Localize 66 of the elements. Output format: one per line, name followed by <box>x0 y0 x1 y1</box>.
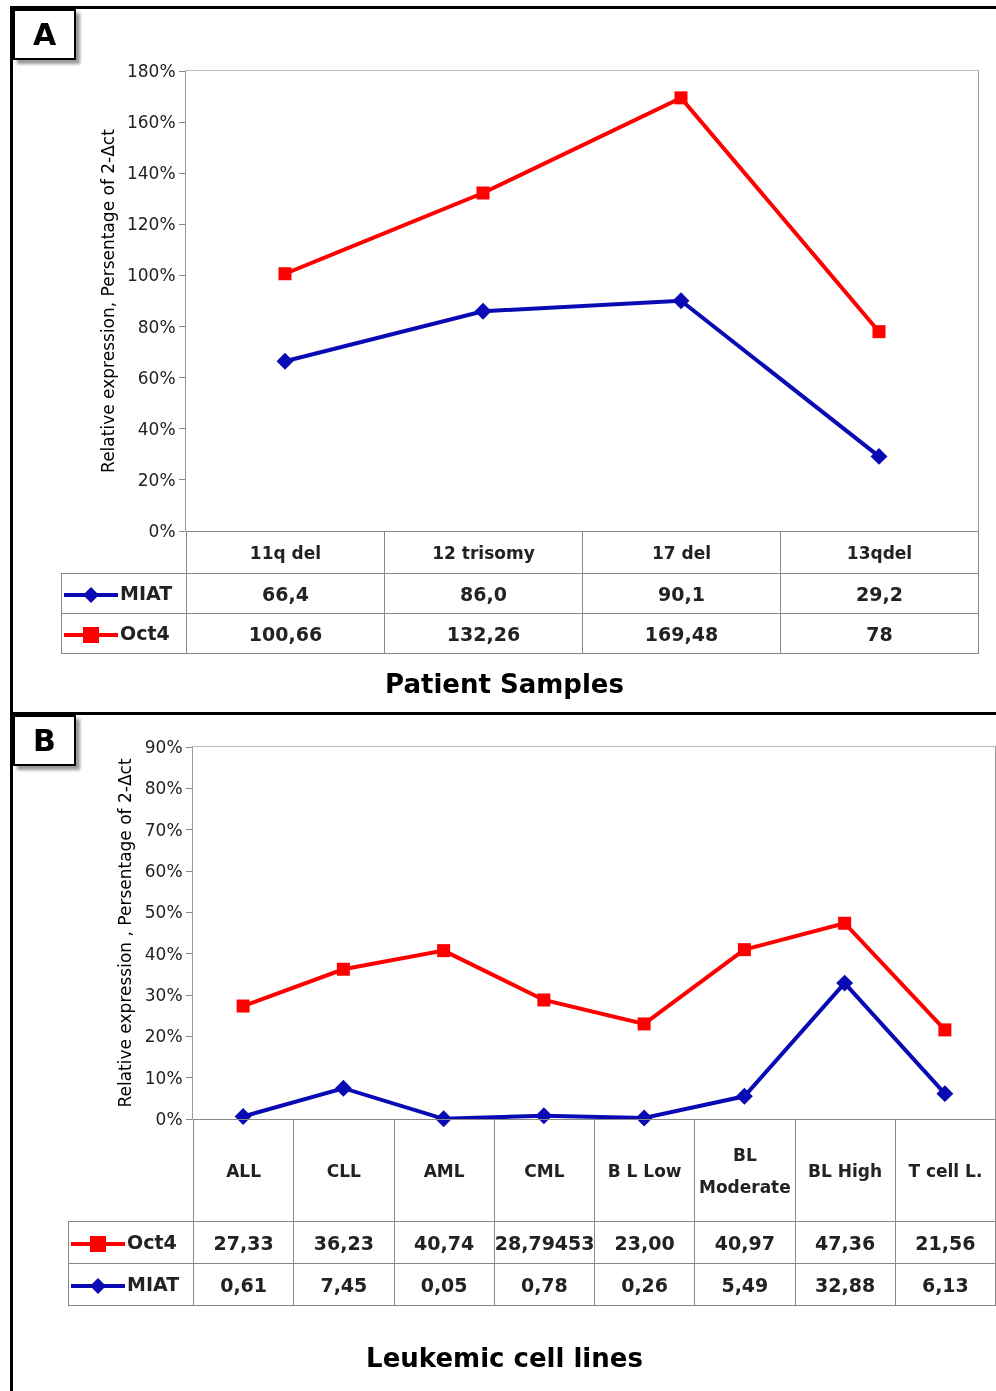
y-tick-label: 80% <box>137 316 176 337</box>
data-label: 28,79453 <box>494 1221 595 1264</box>
x-tick-label: CML <box>494 1119 595 1222</box>
data-label: 21,56 <box>895 1221 996 1264</box>
chart-title: B <box>13 715 76 766</box>
y-tick-label: 80% <box>144 778 183 799</box>
y-tick-label: 50% <box>144 902 183 923</box>
legend-label: MIAT <box>127 1273 180 1296</box>
y-tick-label: 0% <box>148 520 176 541</box>
x-tick-label: 13qdel <box>780 531 979 574</box>
data-label: 86,0 <box>384 573 583 614</box>
data-label: 0,61 <box>193 1263 294 1306</box>
y-tick-label: 20% <box>144 1026 183 1047</box>
x-axis-title: Leukemic cell lines <box>365 1343 644 1373</box>
data-label: 7,45 <box>293 1263 394 1306</box>
y-tick-label: 20% <box>137 469 176 490</box>
y-tick-label: 40% <box>144 943 183 964</box>
x-tick-label: 11q del <box>186 531 385 574</box>
y-tick-label: 30% <box>144 984 183 1005</box>
y-axis-title: Relative expression, Persentage of 2-Δct <box>97 128 118 473</box>
data-label: 0,05 <box>394 1263 495 1306</box>
x-tick-label: AML <box>394 1119 495 1222</box>
y-tick-label: 60% <box>144 860 183 881</box>
data-label: 40,97 <box>694 1221 795 1264</box>
y-tick-label: 160% <box>126 112 176 133</box>
x-tick-label: 12 trisomy <box>384 531 583 574</box>
data-label: 23,00 <box>594 1221 695 1264</box>
x-tick-label: BL Moderate <box>694 1119 795 1222</box>
legend-label: Oct4 <box>127 1231 177 1254</box>
y-tick-label: 40% <box>137 418 176 439</box>
data-label: 132,26 <box>384 613 583 654</box>
data-label: 32,88 <box>795 1263 896 1306</box>
y-tick-label: 60% <box>137 367 176 388</box>
y-tick-label: 100% <box>126 265 176 286</box>
y-axis-title: Relative expression , Persentage of 2-Δct <box>115 758 136 1108</box>
data-label: 36,23 <box>293 1221 394 1264</box>
y-tick-label: 120% <box>126 214 176 235</box>
data-label: 0,26 <box>594 1263 695 1306</box>
data-label: 27,33 <box>193 1221 294 1264</box>
data-label: 5,49 <box>694 1263 795 1306</box>
x-tick-label: CLL <box>293 1119 394 1222</box>
x-tick-label: ALL <box>193 1119 294 1222</box>
x-tick-label: B L Low <box>594 1119 695 1222</box>
data-label: 66,4 <box>186 573 385 614</box>
x-tick-label: 17 del <box>582 531 781 574</box>
legend-label: MIAT <box>120 582 173 605</box>
data-label: 29,2 <box>780 573 979 614</box>
y-tick-label: 10% <box>144 1067 183 1088</box>
data-label: 47,36 <box>795 1221 896 1264</box>
x-tick-label: T cell L. <box>895 1119 996 1222</box>
data-label: 0,78 <box>494 1263 595 1306</box>
data-label: 169,48 <box>582 613 781 654</box>
y-tick-label: 0% <box>155 1108 183 1129</box>
data-label: 40,74 <box>394 1221 495 1264</box>
legend-label: Oct4 <box>120 622 170 645</box>
y-tick-label: 180% <box>126 60 176 81</box>
data-label: 90,1 <box>582 573 781 614</box>
data-label: 6,13 <box>895 1263 996 1306</box>
y-tick-label: 140% <box>126 163 176 184</box>
data-label: 100,66 <box>186 613 385 654</box>
y-tick-label: 90% <box>144 736 183 757</box>
data-label: 78 <box>780 613 979 654</box>
chart-title: A <box>13 9 77 60</box>
y-tick-label: 70% <box>144 819 183 840</box>
x-tick-label: BL High <box>795 1119 896 1222</box>
x-axis-title: Patient Samples <box>384 669 625 699</box>
